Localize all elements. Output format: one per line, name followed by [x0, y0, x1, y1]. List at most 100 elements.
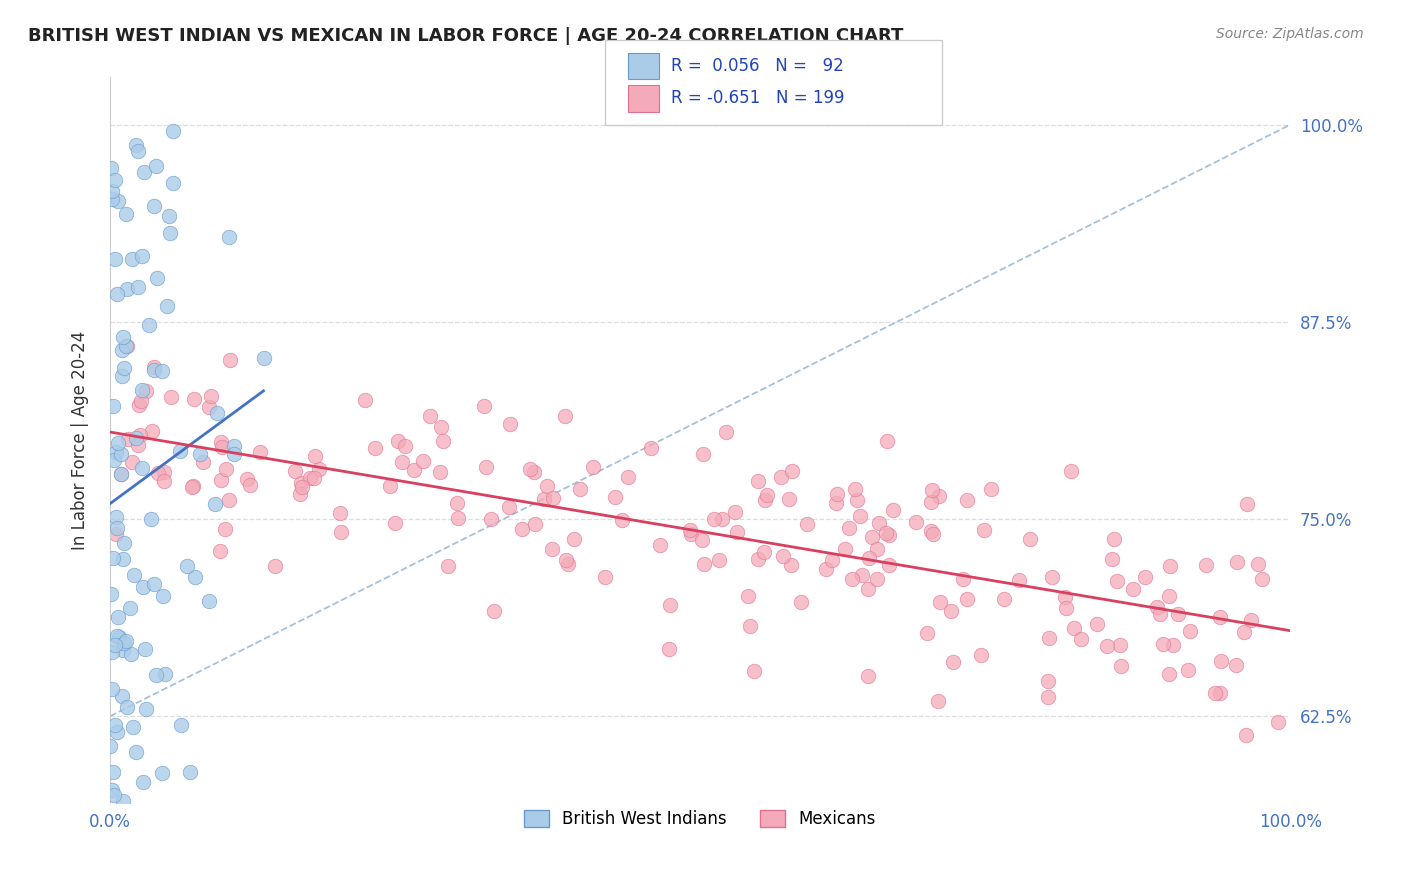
Point: [110, 447, 132, 461]
Point: [218, 492, 240, 507]
Point: [1159, 558, 1181, 573]
Point: [308, 462, 330, 476]
Point: [446, 511, 468, 525]
Point: [724, 505, 747, 519]
Point: [132, 580, 155, 594]
Point: [640, 441, 662, 455]
Point: [179, 764, 201, 779]
Point: [523, 465, 546, 479]
Point: [100, 161, 122, 175]
Point: [218, 352, 240, 367]
Point: [1225, 657, 1247, 672]
Point: [860, 530, 883, 544]
Point: [747, 551, 769, 566]
Point: [112, 536, 135, 550]
Point: [117, 433, 139, 447]
Point: [716, 425, 738, 440]
Point: [218, 229, 240, 244]
Point: [692, 447, 714, 461]
Point: [838, 521, 860, 535]
Text: R = -0.651   N = 199: R = -0.651 N = 199: [671, 89, 844, 107]
Point: [162, 123, 184, 137]
Point: [205, 405, 228, 419]
Point: [593, 570, 616, 584]
Point: [200, 389, 222, 403]
Point: [127, 438, 149, 452]
Point: [928, 489, 950, 503]
Text: Source: ZipAtlas.com: Source: ZipAtlas.com: [1216, 27, 1364, 41]
Point: [1234, 728, 1257, 742]
Point: [112, 360, 135, 375]
Point: [135, 702, 157, 716]
Point: [112, 552, 135, 566]
Point: [132, 165, 155, 179]
Point: [1038, 631, 1060, 645]
Point: [100, 184, 122, 198]
Point: [204, 497, 226, 511]
Point: [1146, 600, 1168, 615]
Point: [1208, 609, 1230, 624]
Point: [101, 681, 124, 696]
Point: [1209, 686, 1232, 700]
Point: [1063, 621, 1085, 635]
Point: [387, 434, 409, 448]
Point: [541, 542, 564, 557]
Point: [101, 550, 124, 565]
Point: [238, 478, 260, 492]
Point: [419, 409, 441, 424]
Point: [98, 739, 121, 753]
Point: [942, 655, 965, 669]
Point: [127, 144, 149, 158]
Point: [209, 435, 232, 450]
Point: [110, 467, 132, 481]
Point: [103, 764, 125, 779]
Point: [543, 491, 565, 505]
Point: [929, 595, 952, 609]
Point: [145, 271, 167, 285]
Point: [224, 439, 246, 453]
Point: [299, 471, 322, 485]
Point: [114, 634, 136, 648]
Point: [446, 496, 468, 510]
Point: [191, 455, 214, 469]
Point: [814, 562, 837, 576]
Point: [557, 558, 579, 572]
Point: [111, 794, 134, 808]
Point: [725, 525, 748, 540]
Point: [184, 570, 207, 584]
Point: [252, 351, 274, 366]
Point: [1008, 573, 1031, 587]
Point: [1267, 714, 1289, 729]
Point: [304, 471, 326, 485]
Point: [848, 509, 870, 524]
Point: [176, 558, 198, 573]
Point: [1122, 582, 1144, 596]
Point: [121, 455, 143, 469]
Point: [821, 553, 844, 567]
Point: [499, 417, 522, 431]
Point: [153, 666, 176, 681]
Point: [156, 299, 179, 313]
Point: [430, 420, 453, 434]
Point: [214, 522, 236, 536]
Point: [876, 434, 898, 449]
Point: [710, 512, 733, 526]
Point: [104, 718, 127, 732]
Point: [475, 459, 498, 474]
Point: [162, 177, 184, 191]
Point: [169, 443, 191, 458]
Point: [264, 559, 287, 574]
Point: [1204, 686, 1226, 700]
Point: [111, 369, 134, 384]
Point: [754, 544, 776, 558]
Point: [790, 595, 813, 609]
Point: [131, 383, 153, 397]
Point: [920, 495, 942, 509]
Point: [866, 541, 889, 556]
Point: [927, 694, 949, 708]
Point: [1108, 638, 1130, 652]
Point: [412, 454, 434, 468]
Point: [125, 745, 148, 759]
Point: [1161, 639, 1184, 653]
Point: [198, 400, 221, 414]
